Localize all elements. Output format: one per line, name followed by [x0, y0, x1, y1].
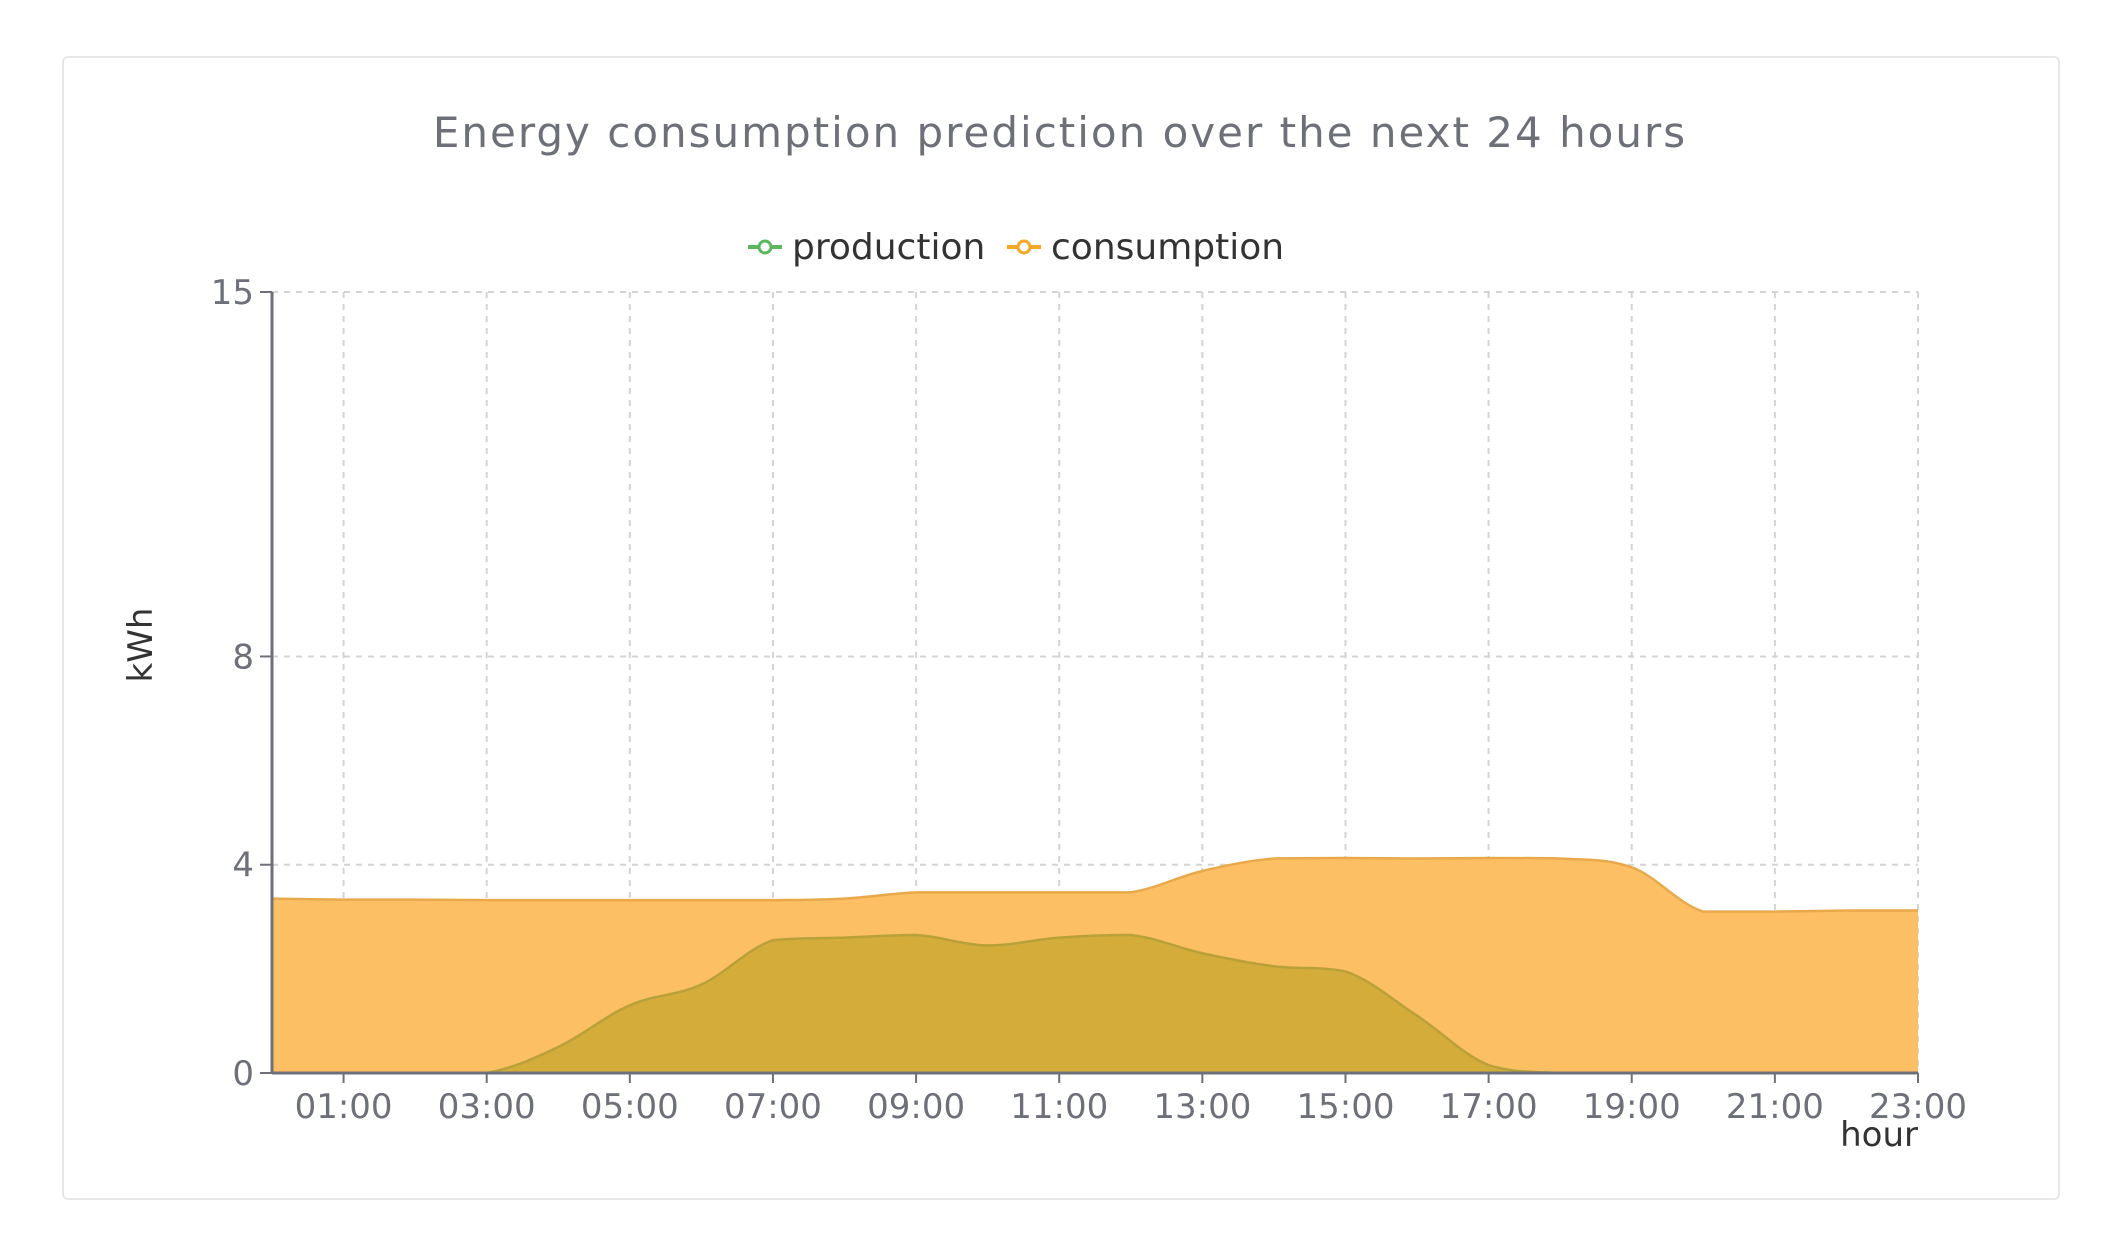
- x-axis-label: hour: [1840, 1115, 1918, 1155]
- legend-item-consumption[interactable]: consumption: [1007, 227, 1284, 268]
- y-tick-label: 15: [211, 273, 254, 313]
- x-tick-label: 13:00: [1153, 1087, 1251, 1127]
- legend-label-production: production: [792, 227, 985, 268]
- x-tick-label: 03:00: [438, 1087, 536, 1127]
- line-consumption: [271, 856, 1918, 913]
- legend-label-consumption: consumption: [1051, 227, 1284, 268]
- x-tick-label: 21:00: [1726, 1087, 1824, 1127]
- x-tick-label: 19:00: [1583, 1087, 1681, 1127]
- x-tick-label: 09:00: [867, 1087, 965, 1127]
- x-axis-ticks: 01:00 03:00 05:00 07:00 09:00 11:00 13:00 15:00…: [295, 1073, 1967, 1127]
- x-tick-label: 23:00: [1869, 1087, 1967, 1127]
- x-tick-label: 05:00: [581, 1087, 679, 1127]
- axes: [270, 292, 1918, 1075]
- legend-marker-production: [757, 239, 773, 255]
- area-production: [272, 935, 1918, 1073]
- x-tick-label: 07:00: [724, 1087, 822, 1127]
- x-tick-label: 15:00: [1296, 1087, 1394, 1127]
- series-areas: [271, 856, 1918, 1075]
- y-axis-ticks: 0 4 8 15: [211, 273, 272, 1094]
- y-tick-label: 0: [232, 1054, 254, 1094]
- y-tick-label: 4: [232, 846, 254, 886]
- y-tick-label: 8: [232, 637, 254, 677]
- y-axis-label: kWh: [121, 608, 161, 683]
- legend-marker-consumption: [1016, 239, 1032, 255]
- x-tick-label: 01:00: [295, 1087, 393, 1127]
- legend-item-production[interactable]: production: [748, 227, 985, 268]
- legend[interactable]: production consumption: [748, 227, 1284, 268]
- x-tick-label: 17:00: [1440, 1087, 1538, 1127]
- x-tick-label: 11:00: [1010, 1087, 1108, 1127]
- chart-title: Energy consumption prediction over the n…: [433, 108, 1687, 157]
